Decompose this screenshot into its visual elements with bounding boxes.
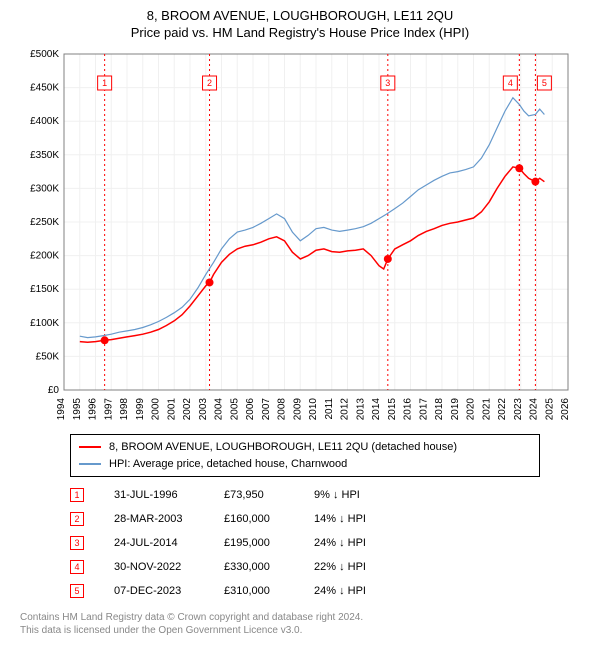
svg-text:2014: 2014	[371, 398, 382, 421]
sales-table: 131-JUL-1996£73,9509% ↓ HPI228-MAR-2003£…	[70, 483, 590, 603]
sales-marker: 4	[70, 560, 84, 574]
svg-text:2012: 2012	[340, 398, 351, 421]
sales-pct: 24% ↓ HPI	[314, 585, 434, 597]
svg-text:1994: 1994	[56, 398, 67, 421]
svg-text:£500K: £500K	[30, 49, 59, 60]
svg-text:2024: 2024	[529, 398, 540, 421]
sales-date: 07-DEC-2023	[114, 585, 224, 597]
svg-text:2015: 2015	[387, 398, 398, 421]
sales-pct: 24% ↓ HPI	[314, 537, 434, 549]
svg-text:£0: £0	[48, 385, 60, 396]
svg-text:2025: 2025	[544, 398, 555, 421]
sales-pct: 22% ↓ HPI	[314, 561, 434, 573]
svg-text:2021: 2021	[481, 398, 492, 421]
svg-text:1996: 1996	[88, 398, 99, 421]
sales-price: £73,950	[224, 489, 314, 501]
svg-text:2001: 2001	[166, 398, 177, 421]
svg-text:£200K: £200K	[30, 251, 59, 262]
legend: 8, BROOM AVENUE, LOUGHBOROUGH, LE11 2QU …	[70, 434, 540, 477]
svg-text:1995: 1995	[72, 398, 83, 421]
svg-text:3: 3	[385, 78, 390, 88]
footer-line-1: Contains HM Land Registry data © Crown c…	[20, 611, 580, 624]
sales-date: 31-JUL-1996	[114, 489, 224, 501]
sales-date: 30-NOV-2022	[114, 561, 224, 573]
legend-swatch-property	[79, 446, 101, 448]
svg-text:2006: 2006	[245, 398, 256, 421]
svg-text:£400K: £400K	[30, 116, 59, 127]
svg-text:£100K: £100K	[30, 318, 59, 329]
svg-text:2017: 2017	[418, 398, 429, 421]
sales-row: 3 24-JUL-2014£195,00024% ↓ HPI	[70, 531, 590, 555]
svg-text:4: 4	[508, 78, 513, 88]
svg-text:2020: 2020	[466, 398, 477, 421]
svg-text:£450K: £450K	[30, 83, 59, 94]
svg-text:£300K: £300K	[30, 183, 59, 194]
sales-date: 24-JUL-2014	[114, 537, 224, 549]
price-chart: £0 £50K £100K £150K £200K £250K £300K £350K £400…	[20, 48, 580, 428]
svg-text:2: 2	[207, 78, 212, 88]
sales-price: £310,000	[224, 585, 314, 597]
sales-pct: 9% ↓ HPI	[314, 489, 434, 501]
svg-text:2007: 2007	[261, 398, 272, 421]
svg-text:2003: 2003	[198, 398, 209, 421]
svg-text:1: 1	[102, 78, 107, 88]
sales-marker: 1	[70, 488, 84, 502]
sales-row: 4 30-NOV-2022£330,00022% ↓ HPI	[70, 555, 590, 579]
svg-text:2018: 2018	[434, 398, 445, 421]
svg-text:2026: 2026	[560, 398, 571, 421]
sales-row: 2 28-MAR-2003£160,00014% ↓ HPI	[70, 507, 590, 531]
sales-marker: 5	[70, 584, 84, 598]
svg-text:2004: 2004	[214, 398, 225, 421]
svg-text:1998: 1998	[119, 398, 130, 421]
footer-line-2: This data is licensed under the Open Gov…	[20, 624, 580, 637]
chart-area: £0 £50K £100K £150K £200K £250K £300K £350K £400…	[20, 48, 580, 428]
legend-item-hpi: HPI: Average price, detached house, Char…	[79, 456, 531, 473]
sales-row: 5 07-DEC-2023£310,00024% ↓ HPI	[70, 579, 590, 603]
footer: Contains HM Land Registry data © Crown c…	[20, 611, 580, 637]
svg-text:2005: 2005	[229, 398, 240, 421]
svg-text:2002: 2002	[182, 398, 193, 421]
svg-text:2023: 2023	[513, 398, 524, 421]
legend-label-property: 8, BROOM AVENUE, LOUGHBOROUGH, LE11 2QU …	[109, 439, 457, 456]
svg-text:2000: 2000	[151, 398, 162, 421]
svg-text:2011: 2011	[324, 398, 335, 420]
svg-text:2008: 2008	[277, 398, 288, 421]
svg-text:2013: 2013	[355, 398, 366, 421]
sales-marker: 2	[70, 512, 84, 526]
svg-text:2022: 2022	[497, 398, 508, 421]
sales-pct: 14% ↓ HPI	[314, 513, 434, 525]
svg-text:2019: 2019	[450, 398, 461, 421]
sales-row: 1 31-JUL-1996£73,9509% ↓ HPI	[70, 483, 590, 507]
chart-title: 8, BROOM AVENUE, LOUGHBOROUGH, LE11 2QU	[10, 8, 590, 23]
legend-item-property: 8, BROOM AVENUE, LOUGHBOROUGH, LE11 2QU …	[79, 439, 531, 456]
svg-text:2016: 2016	[403, 398, 414, 421]
svg-text:1999: 1999	[135, 398, 146, 421]
svg-text:2009: 2009	[292, 398, 303, 421]
svg-text:1997: 1997	[103, 398, 114, 421]
svg-text:£250K: £250K	[30, 217, 59, 228]
sales-marker: 3	[70, 536, 84, 550]
legend-swatch-hpi	[79, 463, 101, 465]
sales-date: 28-MAR-2003	[114, 513, 224, 525]
sales-price: £330,000	[224, 561, 314, 573]
legend-label-hpi: HPI: Average price, detached house, Char…	[109, 456, 347, 473]
sales-price: £160,000	[224, 513, 314, 525]
svg-text:£350K: £350K	[30, 150, 59, 161]
svg-text:5: 5	[542, 78, 547, 88]
chart-subtitle: Price paid vs. HM Land Registry's House …	[10, 25, 590, 40]
svg-text:2010: 2010	[308, 398, 319, 421]
sales-price: £195,000	[224, 537, 314, 549]
svg-text:£150K: £150K	[30, 284, 59, 295]
svg-text:£50K: £50K	[36, 351, 60, 362]
